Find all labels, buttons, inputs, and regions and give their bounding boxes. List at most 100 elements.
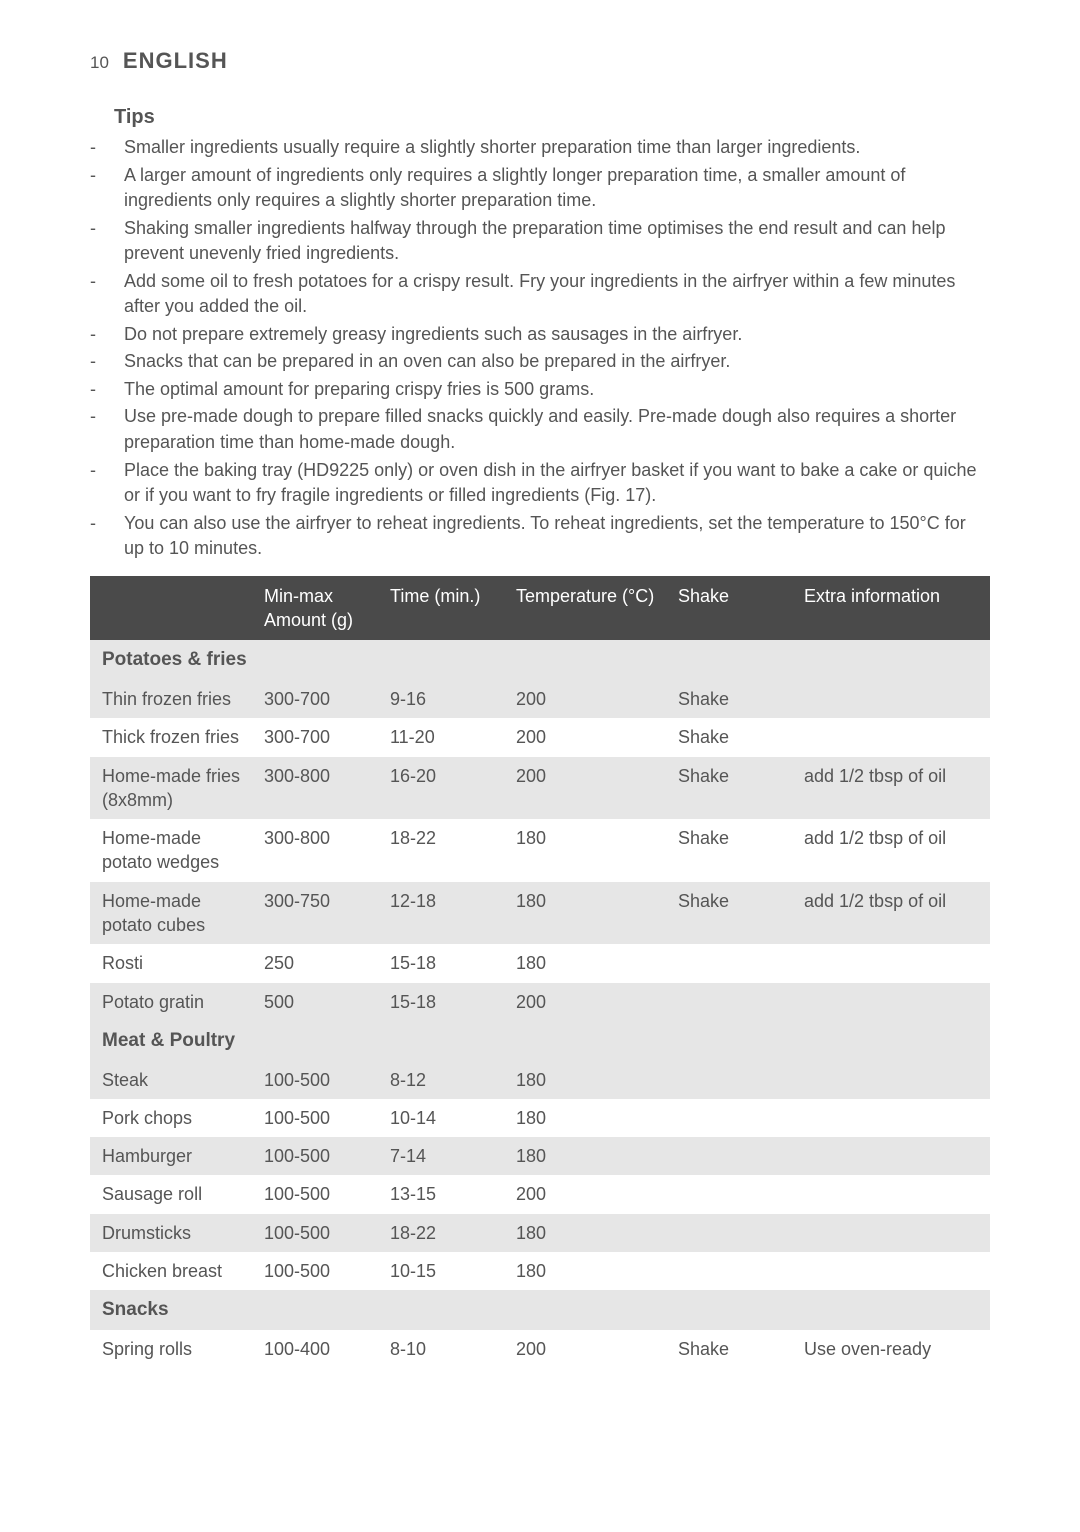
- cell-item: Sausage roll: [90, 1175, 252, 1213]
- cell-temp: 200: [504, 1330, 666, 1368]
- page-language: ENGLISH: [123, 48, 228, 74]
- cell-extra: [792, 1214, 990, 1252]
- cell-amount: 100-500: [252, 1175, 378, 1213]
- table-section-title: Meat & Poultry: [90, 1021, 990, 1061]
- tip-item: -Place the baking tray (HD9225 only) or …: [90, 458, 990, 509]
- cell-shake: Shake: [666, 882, 792, 945]
- tips-heading: Tips: [114, 106, 990, 129]
- col-amount-header: Min-max Amount (g): [252, 576, 378, 641]
- tip-text: A larger amount of ingredients only requ…: [124, 163, 990, 214]
- tip-dash: -: [90, 269, 100, 320]
- cell-time: 11-20: [378, 718, 504, 756]
- tip-item: -Use pre-made dough to prepare filled sn…: [90, 404, 990, 455]
- table-row: Potato gratin50015-18200: [90, 983, 990, 1021]
- cell-amount: 100-500: [252, 1252, 378, 1290]
- cell-extra: [792, 1099, 990, 1137]
- cell-item: Chicken breast: [90, 1252, 252, 1290]
- cell-temp: 180: [504, 1214, 666, 1252]
- table-row: Pork chops100-50010-14180: [90, 1099, 990, 1137]
- cell-extra: add 1/2 tbsp of oil: [792, 819, 990, 882]
- tip-dash: -: [90, 216, 100, 267]
- cell-time: 7-14: [378, 1137, 504, 1175]
- tip-item: -A larger amount of ingredients only req…: [90, 163, 990, 214]
- cell-time: 18-22: [378, 819, 504, 882]
- cell-shake: [666, 1252, 792, 1290]
- tip-text: You can also use the airfryer to reheat …: [124, 511, 990, 562]
- cell-extra: add 1/2 tbsp of oil: [792, 882, 990, 945]
- cell-time: 10-15: [378, 1252, 504, 1290]
- table-section-title: Snacks: [90, 1290, 990, 1330]
- cell-extra: [792, 1252, 990, 1290]
- cell-time: 10-14: [378, 1099, 504, 1137]
- cell-temp: 180: [504, 1099, 666, 1137]
- cell-amount: 100-400: [252, 1330, 378, 1368]
- tip-text: Add some oil to fresh potatoes for a cri…: [124, 269, 990, 320]
- table-row: Home-made potato wedges300-80018-22180Sh…: [90, 819, 990, 882]
- table-section-row: Snacks: [90, 1290, 990, 1330]
- table-header-row: Min-max Amount (g) Time (min.) Temperatu…: [90, 576, 990, 641]
- cell-temp: 180: [504, 944, 666, 982]
- cell-amount: 100-500: [252, 1137, 378, 1175]
- cell-amount: 100-500: [252, 1214, 378, 1252]
- tip-item: -Shaking smaller ingredients halfway thr…: [90, 216, 990, 267]
- cell-shake: [666, 1061, 792, 1099]
- table-row: Drumsticks100-50018-22180: [90, 1214, 990, 1252]
- cell-amount: 300-700: [252, 718, 378, 756]
- tip-text: Shaking smaller ingredients halfway thro…: [124, 216, 990, 267]
- cell-item: Drumsticks: [90, 1214, 252, 1252]
- table-section-row: Potatoes & fries: [90, 640, 990, 680]
- cell-temp: 180: [504, 1252, 666, 1290]
- tip-item: -Smaller ingredients usually require a s…: [90, 135, 990, 161]
- tip-dash: -: [90, 404, 100, 455]
- table-row: Chicken breast100-50010-15180: [90, 1252, 990, 1290]
- cell-shake: [666, 983, 792, 1021]
- cell-shake: [666, 1099, 792, 1137]
- table-row: Home-made fries (8x8mm)300-80016-20200Sh…: [90, 757, 990, 820]
- cell-extra: [792, 680, 990, 718]
- tip-item: -The optimal amount for preparing crispy…: [90, 377, 990, 403]
- tip-item: -Do not prepare extremely greasy ingredi…: [90, 322, 990, 348]
- cell-temp: 200: [504, 718, 666, 756]
- cell-temp: 180: [504, 1137, 666, 1175]
- cell-item: Potato gratin: [90, 983, 252, 1021]
- col-shake-header: Shake: [666, 576, 792, 641]
- cell-shake: Shake: [666, 718, 792, 756]
- col-item-header: [90, 576, 252, 641]
- cell-item: Home-made fries (8x8mm): [90, 757, 252, 820]
- cell-item: Thin frozen fries: [90, 680, 252, 718]
- tip-text: Use pre-made dough to prepare filled sna…: [124, 404, 990, 455]
- cell-item: Pork chops: [90, 1099, 252, 1137]
- cell-item: Rosti: [90, 944, 252, 982]
- page-header: 10 ENGLISH: [90, 48, 990, 74]
- cell-temp: 200: [504, 983, 666, 1021]
- tip-item: -You can also use the airfryer to reheat…: [90, 511, 990, 562]
- table-row: Home-made potato cubes300-75012-18180Sha…: [90, 882, 990, 945]
- cell-item: Steak: [90, 1061, 252, 1099]
- cell-extra: add 1/2 tbsp of oil: [792, 757, 990, 820]
- cell-item: Home-made potato cubes: [90, 882, 252, 945]
- table-section-row: Meat & Poultry: [90, 1021, 990, 1061]
- cell-shake: [666, 1175, 792, 1213]
- cell-amount: 300-800: [252, 757, 378, 820]
- table-section-title: Potatoes & fries: [90, 640, 990, 680]
- cell-shake: [666, 1137, 792, 1175]
- cell-amount: 300-700: [252, 680, 378, 718]
- cell-shake: Shake: [666, 680, 792, 718]
- tip-text: Smaller ingredients usually require a sl…: [124, 135, 990, 161]
- tip-dash: -: [90, 135, 100, 161]
- cell-temp: 200: [504, 1175, 666, 1213]
- tip-dash: -: [90, 458, 100, 509]
- cell-temp: 200: [504, 757, 666, 820]
- col-extra-header: Extra information: [792, 576, 990, 641]
- col-temp-header: Temperature (°C): [504, 576, 666, 641]
- cell-shake: Shake: [666, 819, 792, 882]
- cell-temp: 180: [504, 882, 666, 945]
- cell-amount: 500: [252, 983, 378, 1021]
- table-row: Steak100-5008-12180: [90, 1061, 990, 1099]
- cell-amount: 300-750: [252, 882, 378, 945]
- cell-time: 12-18: [378, 882, 504, 945]
- cell-extra: [792, 944, 990, 982]
- table-row: Sausage roll100-50013-15200: [90, 1175, 990, 1213]
- table-row: Thin frozen fries300-7009-16200Shake: [90, 680, 990, 718]
- cell-shake: [666, 1214, 792, 1252]
